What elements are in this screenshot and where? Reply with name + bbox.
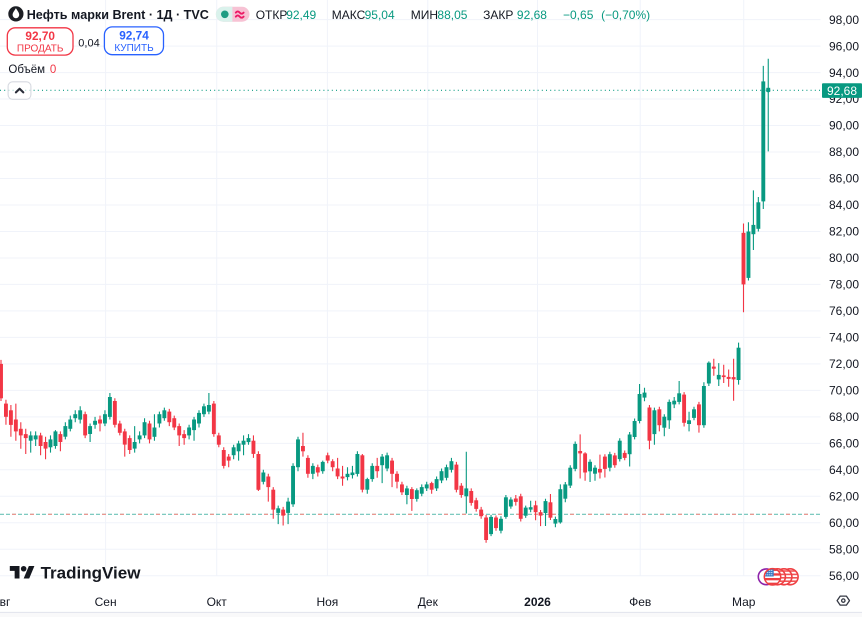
svg-text:78,00: 78,00 xyxy=(829,278,859,292)
svg-text:66,00: 66,00 xyxy=(829,437,859,451)
svg-text:Нефть марки Brent · 1Д · TVC: Нефть марки Brent · 1Д · TVC xyxy=(27,8,209,22)
svg-text:76,00: 76,00 xyxy=(829,304,859,318)
svg-text:58,00: 58,00 xyxy=(829,543,859,557)
svg-text:94,00: 94,00 xyxy=(829,66,859,80)
svg-text:92,68: 92,68 xyxy=(827,84,857,98)
svg-text:Окт: Окт xyxy=(207,595,228,609)
svg-text:60,00: 60,00 xyxy=(829,516,859,530)
svg-text:ОТКР: ОТКР xyxy=(256,8,288,22)
svg-text:Фев: Фев xyxy=(629,595,651,609)
svg-text:84,00: 84,00 xyxy=(829,198,859,212)
svg-text:МАКС: МАКС xyxy=(332,8,366,22)
svg-text:Дек: Дек xyxy=(418,595,439,609)
svg-text:88,05: 88,05 xyxy=(437,8,467,22)
svg-text:80,00: 80,00 xyxy=(829,251,859,265)
svg-text:56,00: 56,00 xyxy=(829,569,859,583)
svg-text:70,00: 70,00 xyxy=(829,384,859,398)
svg-text:0: 0 xyxy=(50,64,56,76)
svg-text:72,00: 72,00 xyxy=(829,357,859,371)
svg-text:62,00: 62,00 xyxy=(829,490,859,504)
svg-text:ПРОДАТЬ: ПРОДАТЬ xyxy=(17,44,64,55)
svg-text:95,04: 95,04 xyxy=(365,8,395,22)
svg-text:92,70: 92,70 xyxy=(25,29,55,43)
svg-text:0,04: 0,04 xyxy=(78,37,99,49)
svg-text:Мар: Мар xyxy=(732,595,756,609)
svg-text:(−0,70%): (−0,70%) xyxy=(601,8,650,22)
svg-text:Сен: Сен xyxy=(95,595,117,609)
svg-text:92,74: 92,74 xyxy=(119,29,149,43)
svg-text:Авг: Авг xyxy=(0,595,11,609)
svg-text:МИН: МИН xyxy=(411,8,438,22)
svg-text:TradingView: TradingView xyxy=(41,563,142,582)
svg-text:92,68: 92,68 xyxy=(517,8,547,22)
svg-text:КУПИТЬ: КУПИТЬ xyxy=(114,43,154,54)
svg-text:Объём: Объём xyxy=(8,64,45,76)
svg-text:2026: 2026 xyxy=(524,595,551,609)
svg-text:82,00: 82,00 xyxy=(829,225,859,239)
svg-text:ЗАКР: ЗАКР xyxy=(483,8,513,22)
svg-text:92,49: 92,49 xyxy=(286,8,316,22)
svg-text:98,00: 98,00 xyxy=(829,13,859,27)
svg-text:−0,65: −0,65 xyxy=(563,8,594,22)
svg-text:88,00: 88,00 xyxy=(829,145,859,159)
svg-text:64,00: 64,00 xyxy=(829,463,859,477)
svg-text:90,00: 90,00 xyxy=(829,119,859,133)
svg-text:86,00: 86,00 xyxy=(829,172,859,186)
svg-text:96,00: 96,00 xyxy=(829,39,859,53)
svg-text:74,00: 74,00 xyxy=(829,331,859,345)
svg-text:Ноя: Ноя xyxy=(316,595,338,609)
svg-text:68,00: 68,00 xyxy=(829,410,859,424)
